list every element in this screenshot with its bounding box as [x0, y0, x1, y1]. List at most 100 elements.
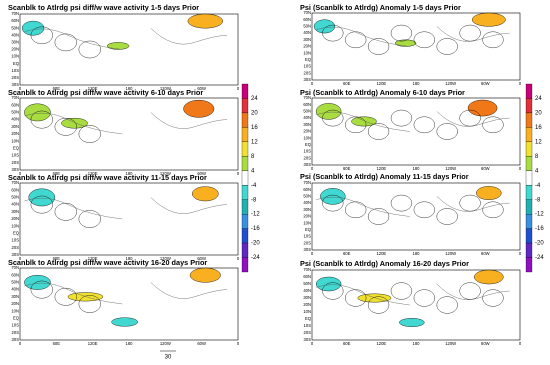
map-panel: Scanblk to Atlrdg psi diff/w wave activi…	[8, 88, 240, 176]
contour	[78, 40, 101, 59]
lon-label: 180	[413, 81, 421, 86]
lat-label: 50N	[11, 25, 19, 30]
colorbar-segment	[525, 214, 533, 229]
colorbar-segment	[241, 98, 249, 114]
lat-label: 60N	[11, 272, 19, 277]
lon-label: 0	[19, 86, 22, 91]
contour	[30, 110, 53, 129]
lat-label: 20S	[12, 160, 20, 165]
contour	[436, 38, 458, 55]
lon-label: 60W	[481, 81, 490, 86]
contour	[345, 31, 367, 49]
lat-label: 70N	[11, 11, 19, 16]
colorbar-label: -4	[251, 183, 257, 189]
contour	[436, 208, 458, 225]
colorbar-segment	[241, 185, 249, 200]
contour	[367, 208, 390, 225]
lat-label: 30S	[304, 247, 312, 252]
contour	[322, 194, 344, 212]
lat-label: 40N	[11, 287, 19, 292]
footer-label: 30	[165, 355, 172, 361]
lat-label: 10N	[303, 50, 311, 55]
colorbar-label: -20	[535, 241, 544, 247]
colorbar-label: 20	[535, 111, 542, 117]
shaded-anomaly	[106, 42, 130, 50]
lat-label: EQ	[13, 146, 20, 151]
lon-label: 0	[519, 341, 522, 346]
lat-label: 30S	[304, 337, 312, 342]
colorbar-segment	[241, 214, 249, 229]
colorbar-label: -12	[251, 212, 260, 218]
colorbar-segment	[525, 156, 533, 171]
lat-label: 20N	[11, 131, 19, 136]
map-panel: Scanblk to Atlrdg psi diff/w wave activi…	[8, 3, 240, 91]
lon-label: 0	[311, 341, 314, 346]
lat-label: 20N	[303, 129, 311, 134]
colorbar-label: 12	[251, 139, 258, 145]
lon-label: 0	[519, 251, 522, 256]
lat-label: 20N	[11, 301, 19, 306]
colorbar-segment	[525, 112, 533, 128]
lon-label: 0	[311, 81, 314, 86]
lat-label: EQ	[305, 142, 312, 147]
colorbar-segment	[241, 156, 249, 171]
contour	[482, 31, 504, 49]
lon-label: 120W	[160, 256, 171, 261]
contour	[436, 296, 458, 314]
lon-label: 60E	[343, 251, 351, 256]
map-panel: Psi (Scanblk to Atlrdg) Anomaly 6-10 day…	[300, 88, 522, 171]
colorbar-segment	[241, 242, 249, 258]
colorbar-segment	[525, 83, 533, 99]
lat-label: 60N	[11, 18, 19, 23]
colorbar-label: 8	[251, 154, 255, 160]
contour	[390, 109, 413, 127]
lat-label: 70N	[11, 180, 19, 185]
lat-label: 10N	[303, 135, 311, 140]
lon-label: 0	[237, 341, 240, 346]
contour	[345, 201, 367, 219]
contour	[482, 289, 504, 307]
lon-label: 60E	[53, 86, 61, 91]
contour	[78, 125, 101, 143]
contour	[482, 201, 504, 219]
contour	[54, 287, 77, 306]
coastline	[316, 111, 510, 132]
lon-label: 60W	[197, 86, 206, 91]
lon-label: 0	[237, 171, 240, 176]
lat-label: 20N	[303, 302, 311, 307]
lat-label: 40N	[303, 200, 311, 205]
lon-label: 60E	[53, 341, 61, 346]
coastline	[24, 197, 228, 220]
lat-label: 10N	[11, 308, 19, 313]
shaded-anomaly	[189, 267, 221, 283]
shaded-anomaly	[315, 276, 342, 292]
colorbar-label: -24	[535, 255, 544, 261]
contour	[413, 31, 435, 49]
lat-label: 10S	[12, 323, 20, 328]
contour	[78, 210, 101, 228]
shaded-anomaly	[21, 20, 45, 36]
lon-label: 60E	[53, 171, 61, 176]
lat-label: 20S	[12, 75, 20, 80]
shaded-anomaly	[474, 269, 504, 285]
shaded-anomaly	[476, 186, 502, 200]
colorbar-label: 4	[535, 168, 539, 174]
colorbar-segment	[525, 242, 533, 258]
lon-label: 60W	[481, 251, 490, 256]
panel-title: Scanblk to Atlrdg psi diff/w wave activi…	[8, 3, 199, 12]
lat-label: EQ	[13, 231, 20, 236]
colorbar-segment	[241, 141, 249, 157]
colorbar-segment	[241, 127, 249, 142]
colorbar-label: -24	[251, 255, 260, 261]
lat-label: EQ	[13, 316, 20, 321]
contour	[322, 109, 344, 127]
lat-label: 50N	[303, 194, 311, 199]
lat-label: 30N	[11, 209, 19, 214]
lon-label: 0	[311, 166, 314, 171]
lon-label: 180	[126, 171, 134, 176]
lat-label: 10S	[304, 149, 312, 154]
lat-label: 40N	[303, 288, 311, 293]
lat-label: 10N	[11, 138, 19, 143]
lon-label: 60W	[197, 256, 206, 261]
lon-label: 120E	[88, 256, 98, 261]
